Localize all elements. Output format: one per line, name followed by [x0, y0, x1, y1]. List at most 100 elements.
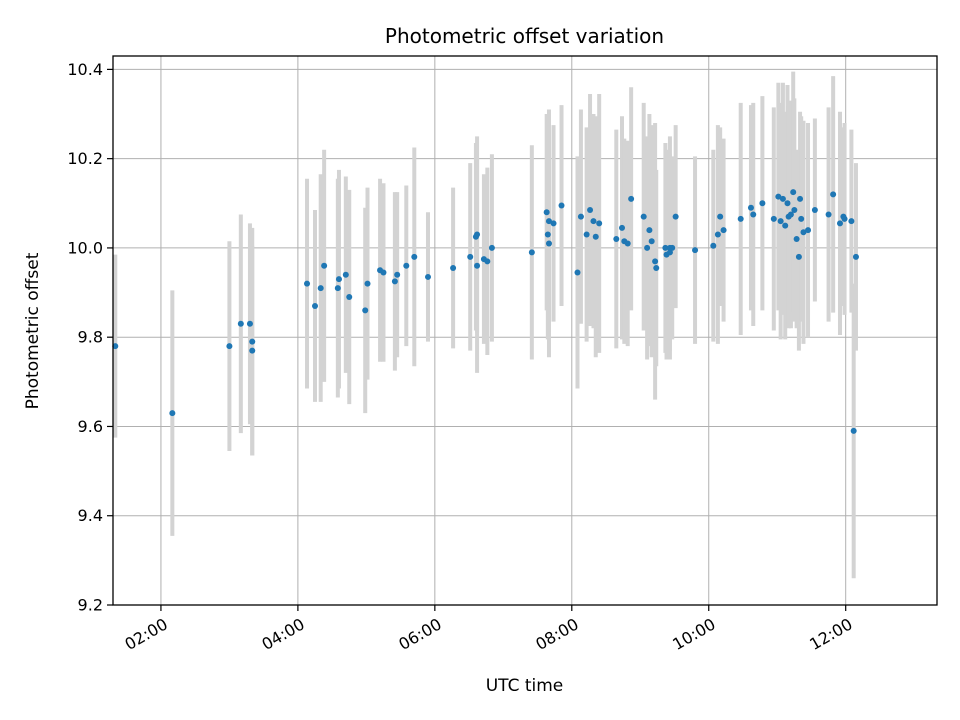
data-point — [362, 307, 369, 314]
data-point — [364, 280, 371, 287]
data-point — [321, 262, 328, 269]
data-point — [488, 244, 495, 251]
data-point — [644, 244, 651, 251]
data-point — [841, 215, 848, 222]
data-point — [800, 229, 807, 236]
x-axis-title: UTC time — [486, 676, 564, 696]
data-point — [640, 213, 647, 220]
data-point — [798, 215, 805, 222]
data-point — [613, 236, 620, 242]
data-point — [797, 195, 804, 202]
data-point — [249, 347, 256, 354]
data-point — [577, 213, 584, 220]
data-point — [666, 249, 673, 256]
data-point — [750, 211, 757, 218]
data-point — [558, 202, 565, 209]
data-point — [590, 218, 597, 225]
data-point — [624, 240, 631, 247]
data-point — [652, 258, 659, 265]
y-axis-title: Photometric offset — [23, 252, 43, 409]
data-point — [528, 249, 535, 256]
data-point — [474, 231, 481, 238]
data-point — [717, 213, 724, 220]
data-point — [710, 242, 717, 249]
data-point — [249, 338, 256, 345]
data-point — [592, 233, 599, 240]
data-point — [394, 271, 401, 278]
data-point — [596, 220, 603, 227]
data-point — [791, 206, 798, 213]
data-point — [775, 193, 782, 200]
data-point — [692, 247, 699, 254]
data-point — [403, 262, 410, 269]
data-point — [714, 231, 721, 238]
data-point — [672, 213, 679, 220]
y-tick-label: 9.4 — [78, 506, 103, 525]
data-point — [342, 271, 349, 278]
data-point — [317, 285, 324, 292]
data-point — [648, 238, 655, 245]
data-point — [112, 343, 119, 350]
data-point — [777, 218, 784, 225]
chart-title: Photometric offset variation — [385, 24, 664, 48]
data-point — [669, 244, 676, 251]
y-tick-label: 10.2 — [67, 149, 103, 168]
data-point — [737, 215, 744, 222]
data-point — [226, 343, 233, 350]
data-point — [587, 206, 594, 213]
plot-frame — [112, 55, 938, 606]
data-point — [550, 220, 557, 227]
data-point — [770, 215, 777, 222]
data-point — [312, 302, 319, 309]
data-point — [720, 227, 727, 234]
y-tick-label: 9.8 — [78, 328, 103, 347]
data-point — [334, 285, 341, 292]
data-point — [237, 320, 244, 327]
data-point — [467, 253, 474, 260]
y-tick-label: 10.4 — [67, 60, 103, 79]
data-point — [830, 191, 837, 198]
data-point — [747, 204, 754, 211]
data-point — [662, 244, 669, 251]
data-point — [583, 231, 590, 238]
data-point — [450, 265, 457, 272]
data-point — [411, 253, 418, 260]
data-point — [784, 200, 791, 207]
data-point — [628, 195, 635, 202]
data-point — [787, 211, 794, 218]
data-point — [852, 253, 859, 260]
data-point — [246, 320, 253, 327]
data-point — [380, 269, 387, 276]
data-point — [424, 273, 431, 280]
y-tick-label: 10.0 — [67, 238, 103, 257]
data-points — [112, 189, 859, 434]
y-tick-label: 9.6 — [78, 417, 103, 436]
data-point — [793, 236, 800, 242]
data-point — [543, 209, 550, 216]
data-point — [825, 211, 832, 218]
y-axis: 9.2 9.4 9.6 9.8 10.0 10.2 10.4 — [67, 60, 113, 615]
data-point — [779, 195, 786, 202]
data-point — [811, 206, 818, 213]
data-point — [850, 427, 857, 434]
data-point — [391, 278, 398, 285]
data-point — [790, 189, 797, 196]
data-point — [335, 276, 342, 283]
data-point — [805, 227, 812, 234]
data-point — [304, 280, 311, 287]
data-point — [574, 269, 581, 276]
data-point — [759, 200, 766, 207]
data-point — [646, 227, 653, 234]
data-point — [619, 224, 626, 231]
data-point — [545, 240, 552, 247]
data-point — [795, 253, 802, 260]
data-point — [782, 222, 789, 229]
data-point — [346, 294, 353, 301]
data-point — [653, 265, 660, 272]
data-point — [545, 218, 552, 225]
data-point — [848, 218, 855, 225]
y-tick-label: 9.2 — [78, 596, 103, 615]
data-point — [836, 220, 843, 227]
data-point — [544, 231, 551, 238]
